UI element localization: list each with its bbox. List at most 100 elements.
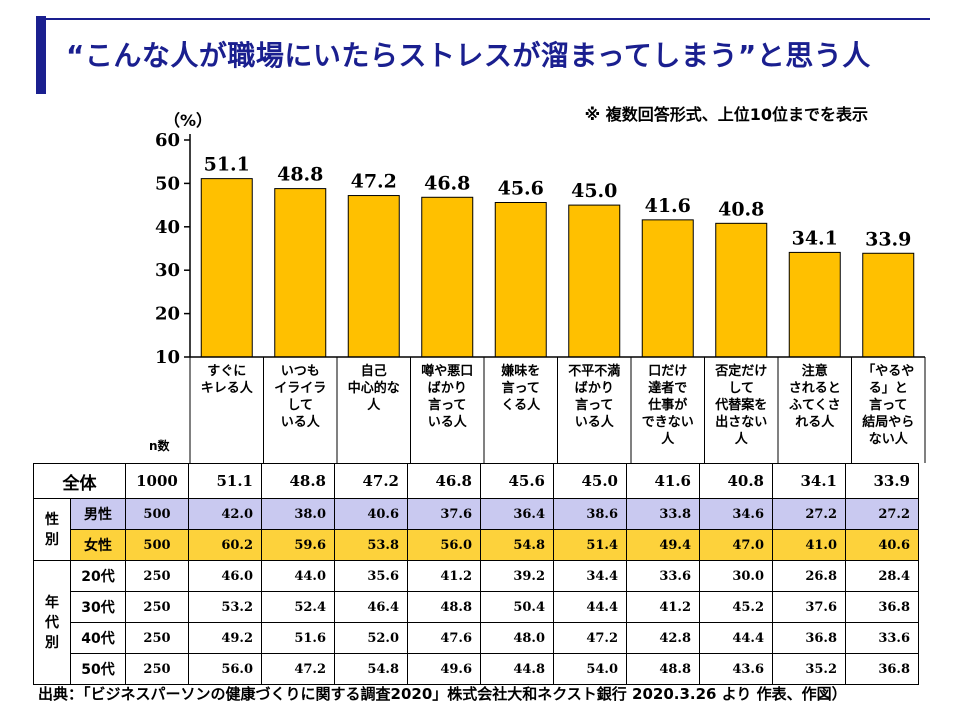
category-label: 嫌味を 言って くる人 <box>501 364 541 413</box>
table-cell: 41.2 <box>626 591 700 623</box>
table-cell: 56.0 <box>188 653 262 685</box>
table-cell: 56.0 <box>407 529 481 561</box>
bar <box>862 252 915 358</box>
source-citation: 出典：「ビジネスパーソンの健康づくりに関する調査2020」株式会社大和ネクスト銀… <box>38 685 847 703</box>
bar-value-label: 41.6 <box>645 195 691 217</box>
row-label: 50代 <box>70 653 126 685</box>
table-cell: 51.6 <box>261 622 335 654</box>
table-cell: 37.6 <box>407 498 481 530</box>
n-count: 1000 <box>125 463 189 499</box>
category-label: 口だけ 達者で 仕事が できない 人 <box>641 364 694 447</box>
category-label: いつも イライラ して いる人 <box>274 364 327 430</box>
table-cell: 45.2 <box>699 591 773 623</box>
table-cell: 47.2 <box>334 463 408 499</box>
bar-value-label: 47.2 <box>351 171 397 193</box>
category-label: 注意 されると ふてくさ れる人 <box>788 364 841 430</box>
category-label: 否定だけ して 代替案を 出さない 人 <box>715 364 768 447</box>
table-cell: 46.4 <box>334 591 408 623</box>
table-cell: 41.2 <box>407 560 481 592</box>
title-rule <box>46 18 930 20</box>
row-label: 男性 <box>70 498 126 530</box>
table-cell: 51.4 <box>553 529 627 561</box>
table-cell: 54.8 <box>334 653 408 685</box>
table-cell: 44.4 <box>699 622 773 654</box>
table-cell: 47.2 <box>261 653 335 685</box>
table-row-total: 全体 1000 51.1 48.8 47.2 46.8 45.6 45.0 41.6 40.8 34… <box>33 463 919 499</box>
category-label: 不平不満 ばかり 言って いる人 <box>568 364 621 430</box>
bar <box>715 222 768 358</box>
table-cell: 46.0 <box>188 560 262 592</box>
table-row-age: 30代 250 53.2 52.4 46.4 48.8 50.4 44.4 41.2 45.2 37… <box>34 591 919 623</box>
bar-value-label: 51.1 <box>204 154 250 176</box>
y-tick-label: 40 <box>155 217 180 238</box>
table-cell: 49.6 <box>407 653 481 685</box>
table-cell: 59.6 <box>261 529 335 561</box>
n-count: 500 <box>125 498 189 530</box>
bar-value-label: 45.0 <box>571 180 617 202</box>
table-cell: 48.8 <box>407 591 481 623</box>
bar-value-label: 34.1 <box>792 227 838 249</box>
bar <box>421 196 474 358</box>
y-tick-label: 10 <box>155 347 180 368</box>
table-cell: 49.4 <box>626 529 700 561</box>
table-cell: 48.8 <box>626 653 700 685</box>
row-label: 20代 <box>70 560 126 592</box>
table-cell: 36.8 <box>845 653 919 685</box>
bar <box>274 188 327 358</box>
table-cell: 39.2 <box>480 560 554 592</box>
bar <box>494 201 547 358</box>
table-cell: 26.8 <box>772 560 846 592</box>
title-accent-bar <box>36 16 46 94</box>
table-cell: 40.8 <box>699 463 773 499</box>
table-cell: 33.9 <box>845 463 919 499</box>
bar-value-label: 40.8 <box>718 198 764 220</box>
table-cell: 30.0 <box>699 560 773 592</box>
table-cell: 44.0 <box>261 560 335 592</box>
y-tick-label: 60 <box>155 130 180 151</box>
table-cell: 52.4 <box>261 591 335 623</box>
bar-chart: 10 20 30 40 50 60 51.1 48.8 47.2 46.8 45.6 45.0 41.6… <box>155 130 926 463</box>
row-label: 30代 <box>70 591 126 623</box>
table-row-female: 女性 500 60.2 59.6 53.8 56.0 54.8 51.4 49.4 47.0 41.… <box>34 529 919 561</box>
y-tick-label: 20 <box>155 304 180 325</box>
category-label: 自己 中心的な 人 <box>347 364 400 413</box>
table-cell: 33.6 <box>626 560 700 592</box>
table-cell: 33.8 <box>626 498 700 530</box>
bar <box>347 195 400 358</box>
table-cell: 36.4 <box>480 498 554 530</box>
row-label: 女性 <box>70 529 126 561</box>
bar-value-label: 48.8 <box>277 164 323 186</box>
table-cell: 38.0 <box>261 498 335 530</box>
bar-value-label: 45.6 <box>498 177 544 199</box>
n-count: 250 <box>125 591 189 623</box>
page-title: “こんな人が職場にいたらストレスが溜まってしまう”と思う人 <box>66 39 871 72</box>
table-cell: 42.8 <box>626 622 700 654</box>
group-label-age: 年 代 別 <box>33 560 71 685</box>
table-cell: 44.4 <box>553 591 627 623</box>
group-label-gender: 性 別 <box>33 498 71 561</box>
table-cell: 54.8 <box>480 529 554 561</box>
category-label: 「やるや る」と 言って 結局やら ない人 <box>862 364 915 447</box>
table-cell: 60.2 <box>188 529 262 561</box>
table-row-age: 40代 250 49.2 51.6 52.0 47.6 48.0 47.2 42.8 44.4 36… <box>34 622 919 654</box>
table-cell: 33.6 <box>845 622 919 654</box>
table-cell: 35.6 <box>334 560 408 592</box>
bar <box>788 251 841 358</box>
n-count: 500 <box>125 529 189 561</box>
table-cell: 52.0 <box>334 622 408 654</box>
table-row-age: 年 代 別 20代 250 46.0 44.0 35.6 41.2 39.2 34.4 33.6 3… <box>33 560 919 685</box>
n-count: 250 <box>125 622 189 654</box>
table-cell: 40.6 <box>334 498 408 530</box>
table-cell: 45.0 <box>553 463 627 499</box>
table-cell: 51.1 <box>188 463 262 499</box>
table-cell: 35.2 <box>772 653 846 685</box>
bar <box>568 204 621 358</box>
table-cell: 41.6 <box>626 463 700 499</box>
table-cell: 48.8 <box>261 463 335 499</box>
table-cell: 45.6 <box>480 463 554 499</box>
table-cell: 34.4 <box>553 560 627 592</box>
category-label: 噂や悪口 ばかり 言って いる人 <box>421 364 474 430</box>
bar <box>641 219 694 358</box>
y-tick-label: 30 <box>155 260 180 281</box>
table-cell: 42.0 <box>188 498 262 530</box>
